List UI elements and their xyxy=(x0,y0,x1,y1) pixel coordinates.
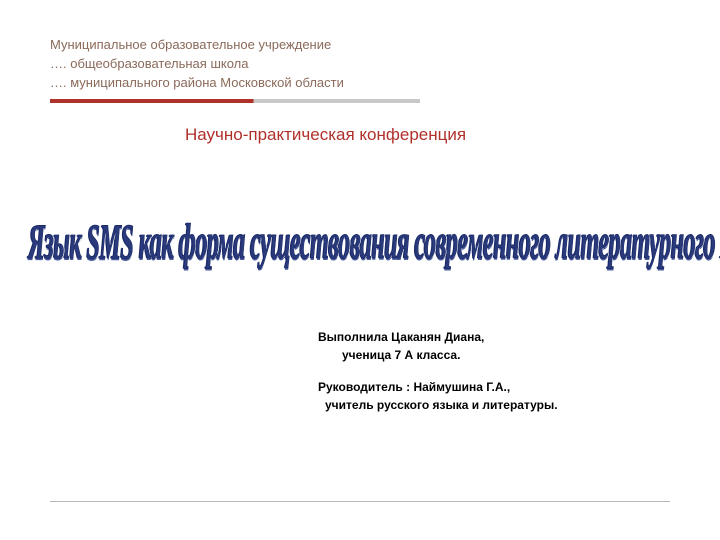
title-wordart-container: Язык SMS как форма существования совреме… xyxy=(0,228,720,258)
slide: Муниципальное образовательное учреждение… xyxy=(0,0,720,540)
institution-header: Муниципальное образовательное учреждение… xyxy=(50,36,670,93)
header-line-3: …. муниципального района Московской обла… xyxy=(50,74,670,93)
footer-divider xyxy=(50,501,670,502)
author-line-4: учитель русского языка и литературы. xyxy=(325,396,558,414)
header-divider xyxy=(50,99,420,103)
conference-subtitle: Научно-практическая конференция xyxy=(185,125,670,145)
header-line-1: Муниципальное образовательное учреждение xyxy=(50,36,670,55)
header-line-2: …. общеобразовательная школа xyxy=(50,55,670,74)
author-line-3: Руководитель : Наймушина Г.А., xyxy=(318,378,558,396)
author-gap xyxy=(318,364,558,378)
title-wordart: Язык SMS как форма существования совреме… xyxy=(28,215,720,272)
author-line-2: ученица 7 А класса. xyxy=(342,346,558,364)
author-block: Выполнила Цаканян Диана, ученица 7 А кла… xyxy=(318,328,558,414)
author-line-1: Выполнила Цаканян Диана, xyxy=(318,328,558,346)
